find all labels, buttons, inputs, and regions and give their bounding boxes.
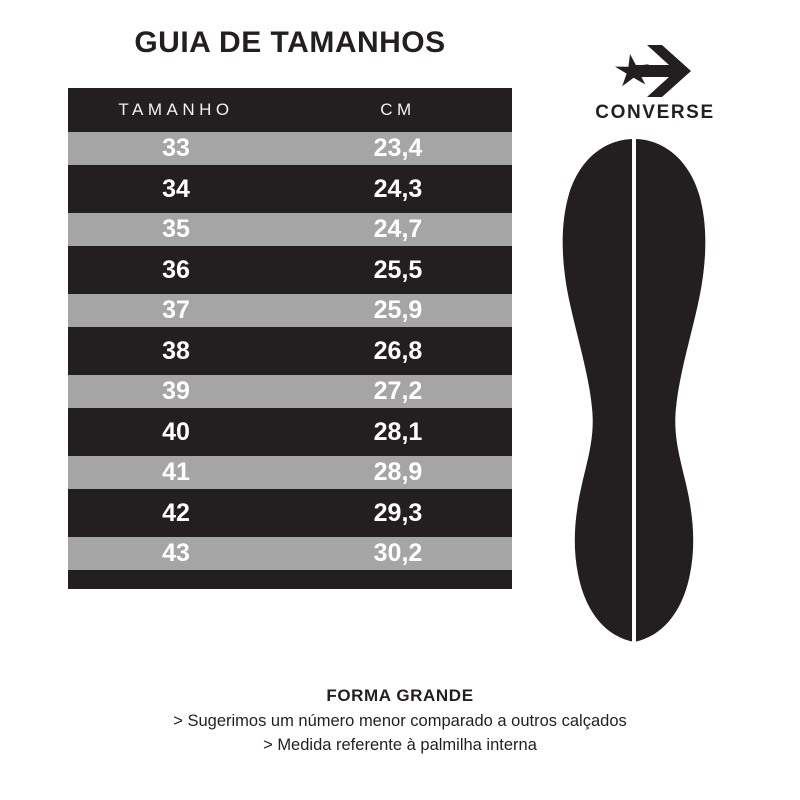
- cell-size: 41: [162, 458, 190, 486]
- footer-note-2: > Medida referente à palmilha interna: [263, 735, 537, 754]
- table-row: 37 25,9: [68, 294, 512, 327]
- footer-notes: FORMA GRANDE > Sugerimos um número menor…: [60, 686, 740, 758]
- table-row: 38 26,8: [68, 327, 512, 375]
- table-row: 39 27,2: [68, 375, 512, 408]
- table-row: 36 25,5: [68, 246, 512, 294]
- column-header-cm: CM: [380, 100, 416, 119]
- table-row: 33 23,4: [68, 132, 512, 165]
- cell-size: 43: [162, 539, 190, 567]
- cell-size: 38: [162, 336, 190, 365]
- page-title: GUIA DE TAMANHOS: [134, 26, 446, 59]
- footer-note-1: > Sugerimos um número menor comparado a …: [173, 712, 627, 730]
- cell-size: 33: [162, 134, 190, 162]
- cell-cm: 25,9: [373, 296, 423, 324]
- converse-star-chevron-icon: [615, 45, 691, 97]
- column-header-size: TAMANHO: [118, 100, 234, 119]
- cell-cm: 24,7: [373, 215, 423, 243]
- cell-cm: 28,9: [373, 458, 423, 486]
- cell-cm: 27,2: [373, 377, 423, 405]
- cell-size: 42: [162, 498, 190, 527]
- cell-cm: 23,4: [373, 134, 423, 162]
- table-row: 41 28,9: [68, 456, 512, 489]
- cell-size: 37: [162, 296, 190, 324]
- cell-size: 40: [162, 417, 190, 446]
- cell-cm: 29,3: [373, 498, 423, 527]
- cell-size: 36: [162, 255, 190, 284]
- cell-cm: 24,3: [373, 174, 423, 203]
- table-header-row: TAMANHO CM: [68, 88, 512, 132]
- cell-cm: 28,1: [373, 417, 423, 446]
- brand-block: CONVERSE: [560, 42, 750, 124]
- brand-wordmark: CONVERSE: [595, 102, 715, 123]
- table-row: 34 24,3: [68, 165, 512, 213]
- cell-cm: 26,8: [373, 336, 423, 365]
- table-row: 42 29,3: [68, 489, 512, 537]
- table-body: 33 23,4 34 24,3 35 24,7 36 25,5 37 25,9 38 26,8 39 27…: [68, 132, 512, 570]
- table-bottom-strip: [68, 570, 512, 589]
- table-row: 40 28,1: [68, 408, 512, 456]
- table-row: 43 30,2: [68, 537, 512, 570]
- cell-size: 39: [162, 377, 190, 405]
- table-row: 35 24,7: [68, 213, 512, 246]
- cell-size: 35: [162, 215, 190, 243]
- shoe-sole-icon: [562, 136, 706, 648]
- cell-size: 34: [162, 174, 190, 203]
- footer-heading: FORMA GRANDE: [326, 686, 474, 705]
- size-table: TAMANHO CM 33 23,4 34 24,3 35 24,7 36 25,5 37 25,…: [68, 88, 512, 589]
- cell-cm: 25,5: [373, 255, 423, 284]
- cell-cm: 30,2: [373, 539, 423, 567]
